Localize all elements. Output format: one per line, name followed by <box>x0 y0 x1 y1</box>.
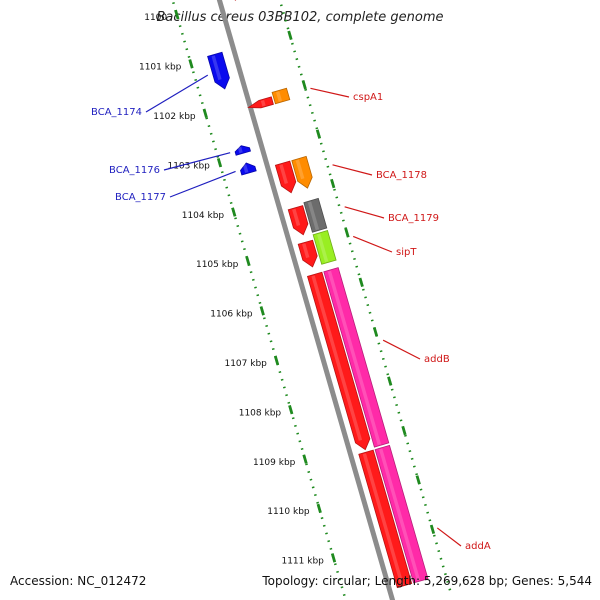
gene-label-sipt[interactable]: sipT <box>396 247 417 258</box>
scale-tick <box>259 306 265 316</box>
scale-ruler-right <box>278 0 453 594</box>
scale-tick <box>344 228 350 238</box>
scale-tick <box>231 207 237 217</box>
scale-tick <box>358 277 364 288</box>
gene-label-cspa1[interactable]: cspA1 <box>353 92 383 103</box>
gene-highlight <box>307 201 320 231</box>
scale-tick <box>429 524 436 535</box>
scale-tick-label: 1100 <box>144 13 167 23</box>
scale-ruler-left <box>171 0 347 600</box>
gene-bca-1174[interactable] <box>207 51 230 90</box>
gene-feature-4[interactable] <box>271 87 291 105</box>
accession-label: Accession: NC_012472 <box>10 574 147 588</box>
scale-tick-label: 1106 kbp <box>210 310 253 320</box>
scale-tick-label: 1110 kbp <box>267 507 310 517</box>
gene-label-bca-1174[interactable]: BCA_1174 <box>91 107 142 118</box>
gene-bca-1178[interactable] <box>274 160 297 194</box>
gene-feature-14[interactable] <box>323 267 390 448</box>
gene-bca-1177[interactable] <box>240 162 257 176</box>
gene-highlight <box>327 270 381 446</box>
gene-highlight <box>295 159 305 180</box>
leader-line-adda <box>436 527 462 547</box>
gene-highlight <box>292 208 301 226</box>
scale-tick <box>188 59 194 69</box>
gene-bca-1176[interactable] <box>234 145 251 156</box>
gene-feature-12[interactable] <box>312 230 337 265</box>
gene-label-bca-1178[interactable]: BCA_1178 <box>376 170 427 181</box>
genome-backbone <box>216 0 396 600</box>
gene-feature-10[interactable] <box>303 197 328 233</box>
gene-adda[interactable] <box>358 449 413 589</box>
scale-tick <box>415 475 421 485</box>
scale-tick <box>287 30 293 41</box>
scale-tick-label: 1102 kbp <box>153 112 196 122</box>
scale-tick-label: 1104 kbp <box>182 211 225 221</box>
scale-tick <box>302 454 308 464</box>
scale-tick <box>401 425 407 436</box>
scale-tick-label: 1109 kbp <box>253 458 296 468</box>
leader-line-addb <box>382 339 421 360</box>
scale-tick <box>301 80 307 90</box>
gene-highlight <box>237 146 243 154</box>
scale-tick-label: 1101 kbp <box>139 63 182 73</box>
scale-tick-label: 1108 kbp <box>239 408 282 418</box>
leader-line-cspa1 <box>310 87 350 98</box>
gene-label-adda[interactable]: addA <box>465 541 491 552</box>
gene-addb[interactable] <box>307 271 371 451</box>
gene-label-bca-1176[interactable]: BCA_1176 <box>109 165 160 176</box>
gene-label-addb[interactable]: addB <box>424 354 450 365</box>
map-title: Bacillus cereus 03BB102, complete genome <box>156 10 444 25</box>
gene-highlight <box>276 91 282 102</box>
gene-highlight <box>279 164 288 184</box>
scale-tick-label: 1107 kbp <box>224 359 267 369</box>
scale-tick <box>174 9 180 20</box>
scale-tick <box>216 157 223 168</box>
gene-highlight <box>379 448 421 581</box>
leader-line-bca-1179 <box>344 206 385 219</box>
leader-line-bca-1177 <box>169 170 236 198</box>
scale-tick <box>387 376 393 386</box>
gene-sipt[interactable] <box>297 239 318 268</box>
gene-label-bca-1179[interactable]: BCA_1179 <box>388 213 439 224</box>
scale-tick <box>372 327 379 337</box>
gene-highlight <box>362 453 404 586</box>
scale-tick <box>315 129 322 139</box>
gene-feature-8[interactable] <box>291 155 313 189</box>
leader-line-bca-1176 <box>163 152 231 171</box>
gene-cspa1[interactable] <box>247 96 274 109</box>
scale-tick <box>316 503 322 514</box>
scale-tick <box>202 108 208 118</box>
genome-summary-label: Topology: circular; Length: 5,269,628 bp… <box>262 574 592 588</box>
gene-highlight <box>211 55 222 81</box>
leader-line-bca-1174 <box>145 74 209 113</box>
scale-tick-label: 1111 kbp <box>281 557 324 567</box>
gene-label-bca-1177[interactable]: BCA_1177 <box>115 192 166 203</box>
scale-tick <box>330 553 337 563</box>
gene-highlight <box>302 243 310 259</box>
scale-tick-label: 1103 kbp <box>167 161 210 171</box>
scale-tick <box>330 178 336 189</box>
gene-highlight <box>242 164 249 173</box>
leader-line-sipt <box>352 235 393 253</box>
gene-highlight <box>311 275 363 441</box>
scale-tick <box>245 256 251 267</box>
gene-bca-1179[interactable] <box>287 205 309 236</box>
scale-tick-label: 1105 kbp <box>196 260 239 270</box>
scale-tick <box>273 355 280 365</box>
gene-highlight <box>317 233 329 263</box>
gene-highlight <box>260 100 266 107</box>
scale-tick <box>288 404 294 415</box>
gene-feature-16[interactable] <box>374 444 429 584</box>
leader-line-bca-1178 <box>332 164 373 176</box>
